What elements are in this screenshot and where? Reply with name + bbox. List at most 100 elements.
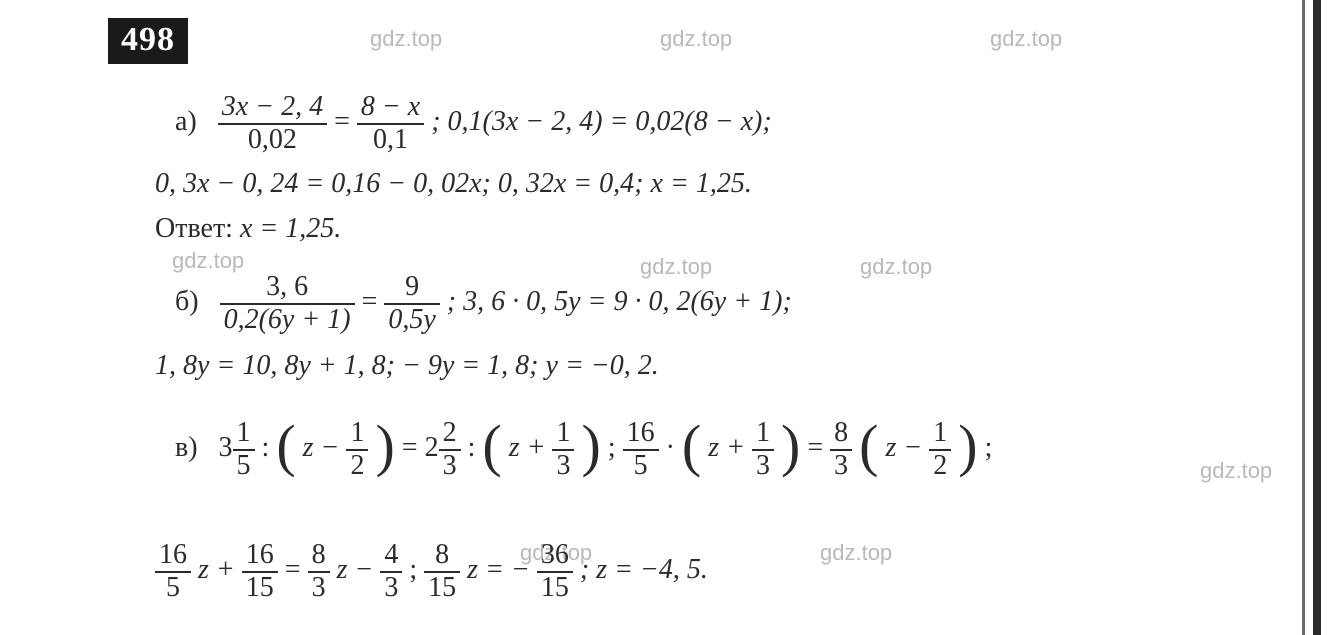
- watermark: gdz.top: [660, 26, 732, 52]
- frac-den: 0,2(6y + 1): [224, 304, 351, 335]
- part-a-label: а): [175, 106, 197, 137]
- problem-number-box: 498: [108, 18, 188, 64]
- semicolon: ;: [608, 432, 623, 463]
- frac-num: 9: [405, 271, 419, 302]
- watermark: gdz.top: [860, 254, 932, 280]
- frac-den: 5: [233, 451, 255, 482]
- colon: :: [262, 432, 277, 463]
- fraction: 12: [929, 418, 951, 482]
- math-text: z +: [708, 432, 752, 463]
- fraction: 3x − 2, 4 0,02: [218, 92, 327, 156]
- frac-num: 1: [752, 418, 774, 451]
- equals: =: [334, 106, 357, 137]
- fraction: 3615: [537, 540, 573, 604]
- frac-den: 2: [346, 451, 368, 482]
- frac-num: 8: [308, 540, 330, 573]
- math-text: z +: [198, 554, 242, 585]
- part-a-answer: Ответ: x = 1,25.: [155, 213, 341, 245]
- fraction: 23: [439, 418, 461, 482]
- frac-den: 3: [308, 573, 330, 604]
- watermark: gdz.top: [820, 540, 892, 566]
- watermark: gdz.top: [990, 26, 1062, 52]
- frac-num: 36: [537, 540, 573, 573]
- fraction: 83: [830, 418, 852, 482]
- math-text: ; z = −4, 5.: [580, 554, 708, 585]
- part-a-line1: а) 3x − 2, 4 0,02 = 8 − x 0,1 ; 0,1(3x −…: [175, 92, 772, 156]
- page: 498 gdz.top gdz.top gdz.top а) 3x − 2, 4…: [0, 0, 1327, 635]
- problem-number: 498: [121, 21, 175, 58]
- equals: =: [807, 432, 830, 463]
- equals: =: [402, 432, 425, 463]
- page-rule-right: [1313, 0, 1321, 635]
- frac-den: 15: [242, 573, 278, 604]
- frac-den: 3: [439, 451, 461, 482]
- frac-den: 3: [380, 573, 402, 604]
- fraction: 165: [155, 540, 191, 604]
- math-text: z +: [509, 432, 553, 463]
- frac-den: 5: [623, 451, 659, 482]
- frac-num: 1: [929, 418, 951, 451]
- frac-num: 8: [830, 418, 852, 451]
- frac-num: 1: [233, 418, 255, 451]
- equals: =: [285, 554, 308, 585]
- part-c-label: в): [175, 432, 198, 463]
- fraction: 165: [623, 418, 659, 482]
- watermark: gdz.top: [370, 26, 442, 52]
- mixed-whole: 3: [219, 432, 233, 463]
- math-text: z = −: [467, 554, 530, 585]
- math-text: 0, 3x − 0, 24 = 0,16 − 0, 02x; 0, 32x = …: [155, 168, 752, 199]
- equals: =: [362, 286, 385, 317]
- math-text: z −: [303, 432, 347, 463]
- frac-den: 0,1: [373, 124, 408, 155]
- answer-label: Ответ:: [155, 213, 240, 244]
- frac-num: 16: [623, 418, 659, 451]
- frac-num: 4: [380, 540, 402, 573]
- math-text: ; 3, 6 · 0, 5y = 9 · 0, 2(6y + 1);: [447, 286, 792, 317]
- frac-num: 3, 6: [266, 271, 308, 302]
- math-text: ; 0,1(3x − 2, 4) = 0,02(8 − x);: [431, 106, 771, 137]
- frac-den: 3: [830, 451, 852, 482]
- fraction: 3, 6 0,2(6y + 1): [220, 272, 355, 336]
- frac-num: 16: [155, 540, 191, 573]
- fraction: 15: [233, 418, 255, 482]
- semicolon: ;: [409, 554, 424, 585]
- frac-den: 0,5y: [388, 304, 435, 335]
- frac-den: 0,02: [248, 124, 297, 155]
- frac-den: 15: [424, 573, 460, 604]
- frac-den: 15: [537, 573, 573, 604]
- fraction: 43: [380, 540, 402, 604]
- fraction: 815: [424, 540, 460, 604]
- fraction: 12: [346, 418, 368, 482]
- frac-num: 1: [552, 418, 574, 451]
- fraction: 13: [552, 418, 574, 482]
- page-rule-right-thin: [1302, 0, 1305, 635]
- part-b-line1: б) 3, 6 0,2(6y + 1) = 9 0,5y ; 3, 6 · 0,…: [175, 272, 792, 336]
- dot: ·: [666, 432, 682, 463]
- mixed-whole: 2: [425, 432, 439, 463]
- fraction: 83: [308, 540, 330, 604]
- frac-num: 2: [439, 418, 461, 451]
- part-c-line2: 165 z + 1615 = 83 z − 43 ; 815 z = − 361…: [155, 540, 708, 604]
- frac-num: 8: [424, 540, 460, 573]
- fraction: 8 − x 0,1: [357, 92, 424, 156]
- fraction: 1615: [242, 540, 278, 604]
- frac-den: 3: [552, 451, 574, 482]
- watermark: gdz.top: [1200, 458, 1272, 484]
- answer-value: x = 1,25.: [240, 213, 341, 244]
- fraction: 13: [752, 418, 774, 482]
- part-b-label: б): [175, 286, 199, 317]
- frac-num: 16: [242, 540, 278, 573]
- frac-num: 3x − 2, 4: [222, 91, 323, 122]
- frac-den: 3: [752, 451, 774, 482]
- part-a-line2: 0, 3x − 0, 24 = 0,16 − 0, 02x; 0, 32x = …: [155, 168, 752, 200]
- part-b-line2: 1, 8y = 10, 8y + 1, 8; − 9y = 1, 8; y = …: [155, 350, 659, 382]
- part-c-line1: в) 315 : ( z − 12 ) = 223 : ( z + 13 ) ;…: [175, 418, 992, 482]
- watermark: gdz.top: [172, 248, 244, 274]
- frac-den: 2: [929, 451, 951, 482]
- frac-num: 8 − x: [361, 91, 420, 122]
- semicolon: ;: [985, 432, 993, 463]
- fraction: 9 0,5y: [384, 272, 439, 336]
- math-text: z −: [886, 432, 930, 463]
- colon: :: [468, 432, 483, 463]
- math-text: z −: [337, 554, 381, 585]
